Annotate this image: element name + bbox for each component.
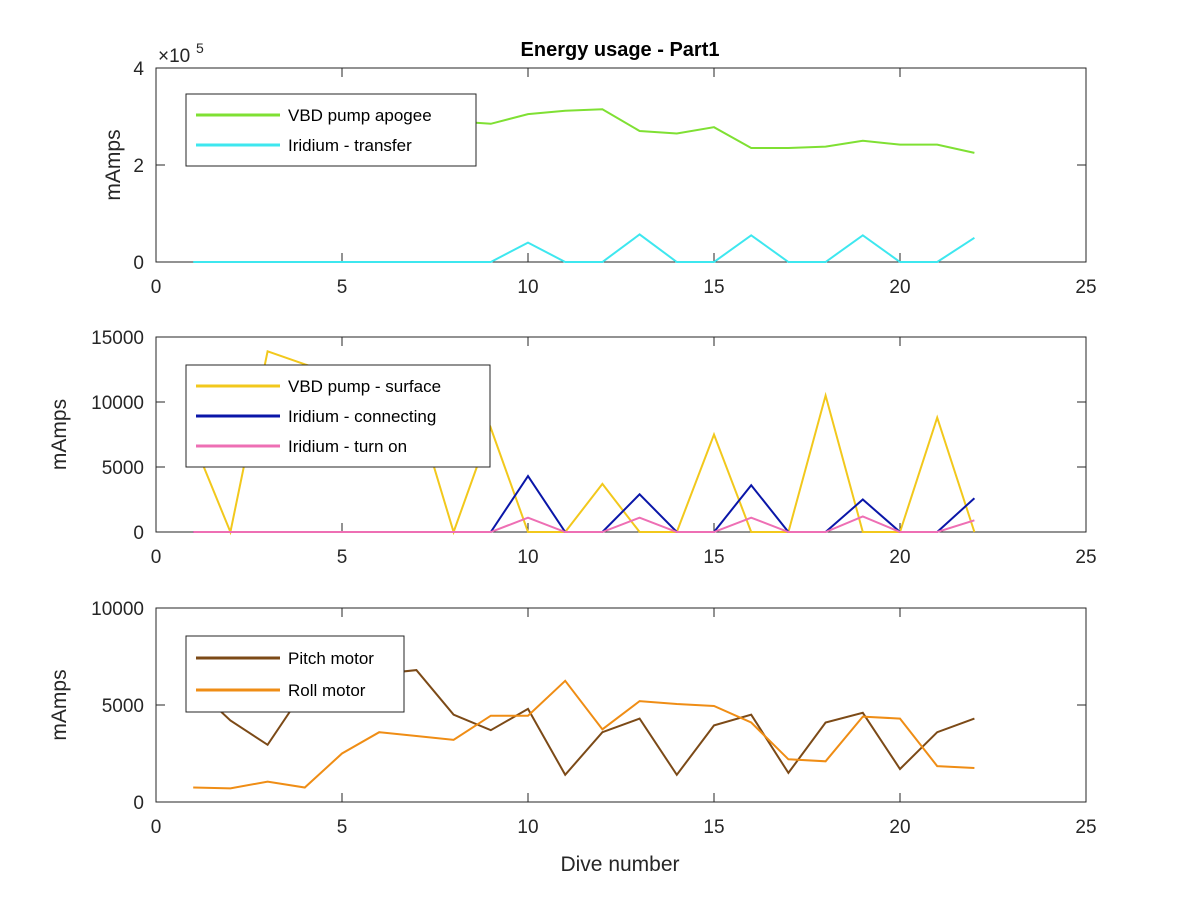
x-tick-label: 20 [889,817,910,838]
legend-box [185,93,477,167]
x-tick-label: 20 [889,547,910,568]
series-line-roll-motor [193,679,975,790]
legend-label: Iridium - transfer [288,136,412,155]
y-tick-label: 5000 [102,458,144,479]
y-tick-label: 0 [133,253,144,274]
legend-label: Pitch motor [288,649,374,668]
legend-label: Iridium - connecting [288,407,436,426]
y-tick-label: 10000 [91,599,144,620]
y-tick-label: 0 [133,523,144,544]
y-axis-label: mAmps [48,399,71,470]
x-tick-label: 10 [517,817,538,838]
x-tick-label: 15 [703,817,724,838]
x-tick-label: 15 [703,277,724,298]
x-tick-label: 5 [337,547,348,568]
y-tick-label: 2 [133,156,144,177]
x-tick-label: 10 [517,547,538,568]
legend-label: Iridium - turn on [288,437,407,456]
x-tick-label: 0 [151,277,162,298]
x-tick-label: 25 [1075,547,1096,568]
subplot-1: 0 5 10 15 20 25 0 2 4 mAmps ×10 5 VBD pump apogee Iri… [102,40,1097,298]
y-tick-label: 15000 [91,328,144,349]
legend-label: Roll motor [288,681,366,700]
x-axis-label: Dive number [560,853,679,876]
y-axis-label: mAmps [102,129,125,200]
x-tick-label: 10 [517,277,538,298]
y-tick-label: 4 [133,59,144,80]
x-tick-label: 0 [151,547,162,568]
y-tick-label: 0 [133,793,144,814]
x-tick-label: 15 [703,547,724,568]
x-tick-label: 5 [337,817,348,838]
series-line-iridium-turn-on [193,515,975,533]
legend-label: VBD pump - surface [288,377,441,396]
y-exponent-label: ×10 [158,46,190,67]
y-tick-label: 5000 [102,696,144,717]
x-tick-label: 20 [889,277,910,298]
subplot-2: 0 5 10 15 20 25 0 5000 10000 15000 mAmps VBD pump -… [48,328,1097,568]
legend-label: VBD pump apogee [288,106,432,125]
x-tick-label: 5 [337,277,348,298]
legend-box [185,635,405,713]
y-exponent-power: 5 [196,40,204,56]
subplot-3: 0 5 10 15 20 25 0 5000 10000 mAmps Pitch motor Roll… [48,599,1097,838]
y-axis-label: mAmps [48,669,71,740]
x-tick-label: 25 [1075,817,1096,838]
series-line-iridium-transfer [193,233,975,263]
figure-title: Energy usage - Part1 [521,39,720,61]
y-tick-label: 10000 [91,393,144,414]
x-tick-label: 0 [151,817,162,838]
x-tick-label: 25 [1075,277,1096,298]
